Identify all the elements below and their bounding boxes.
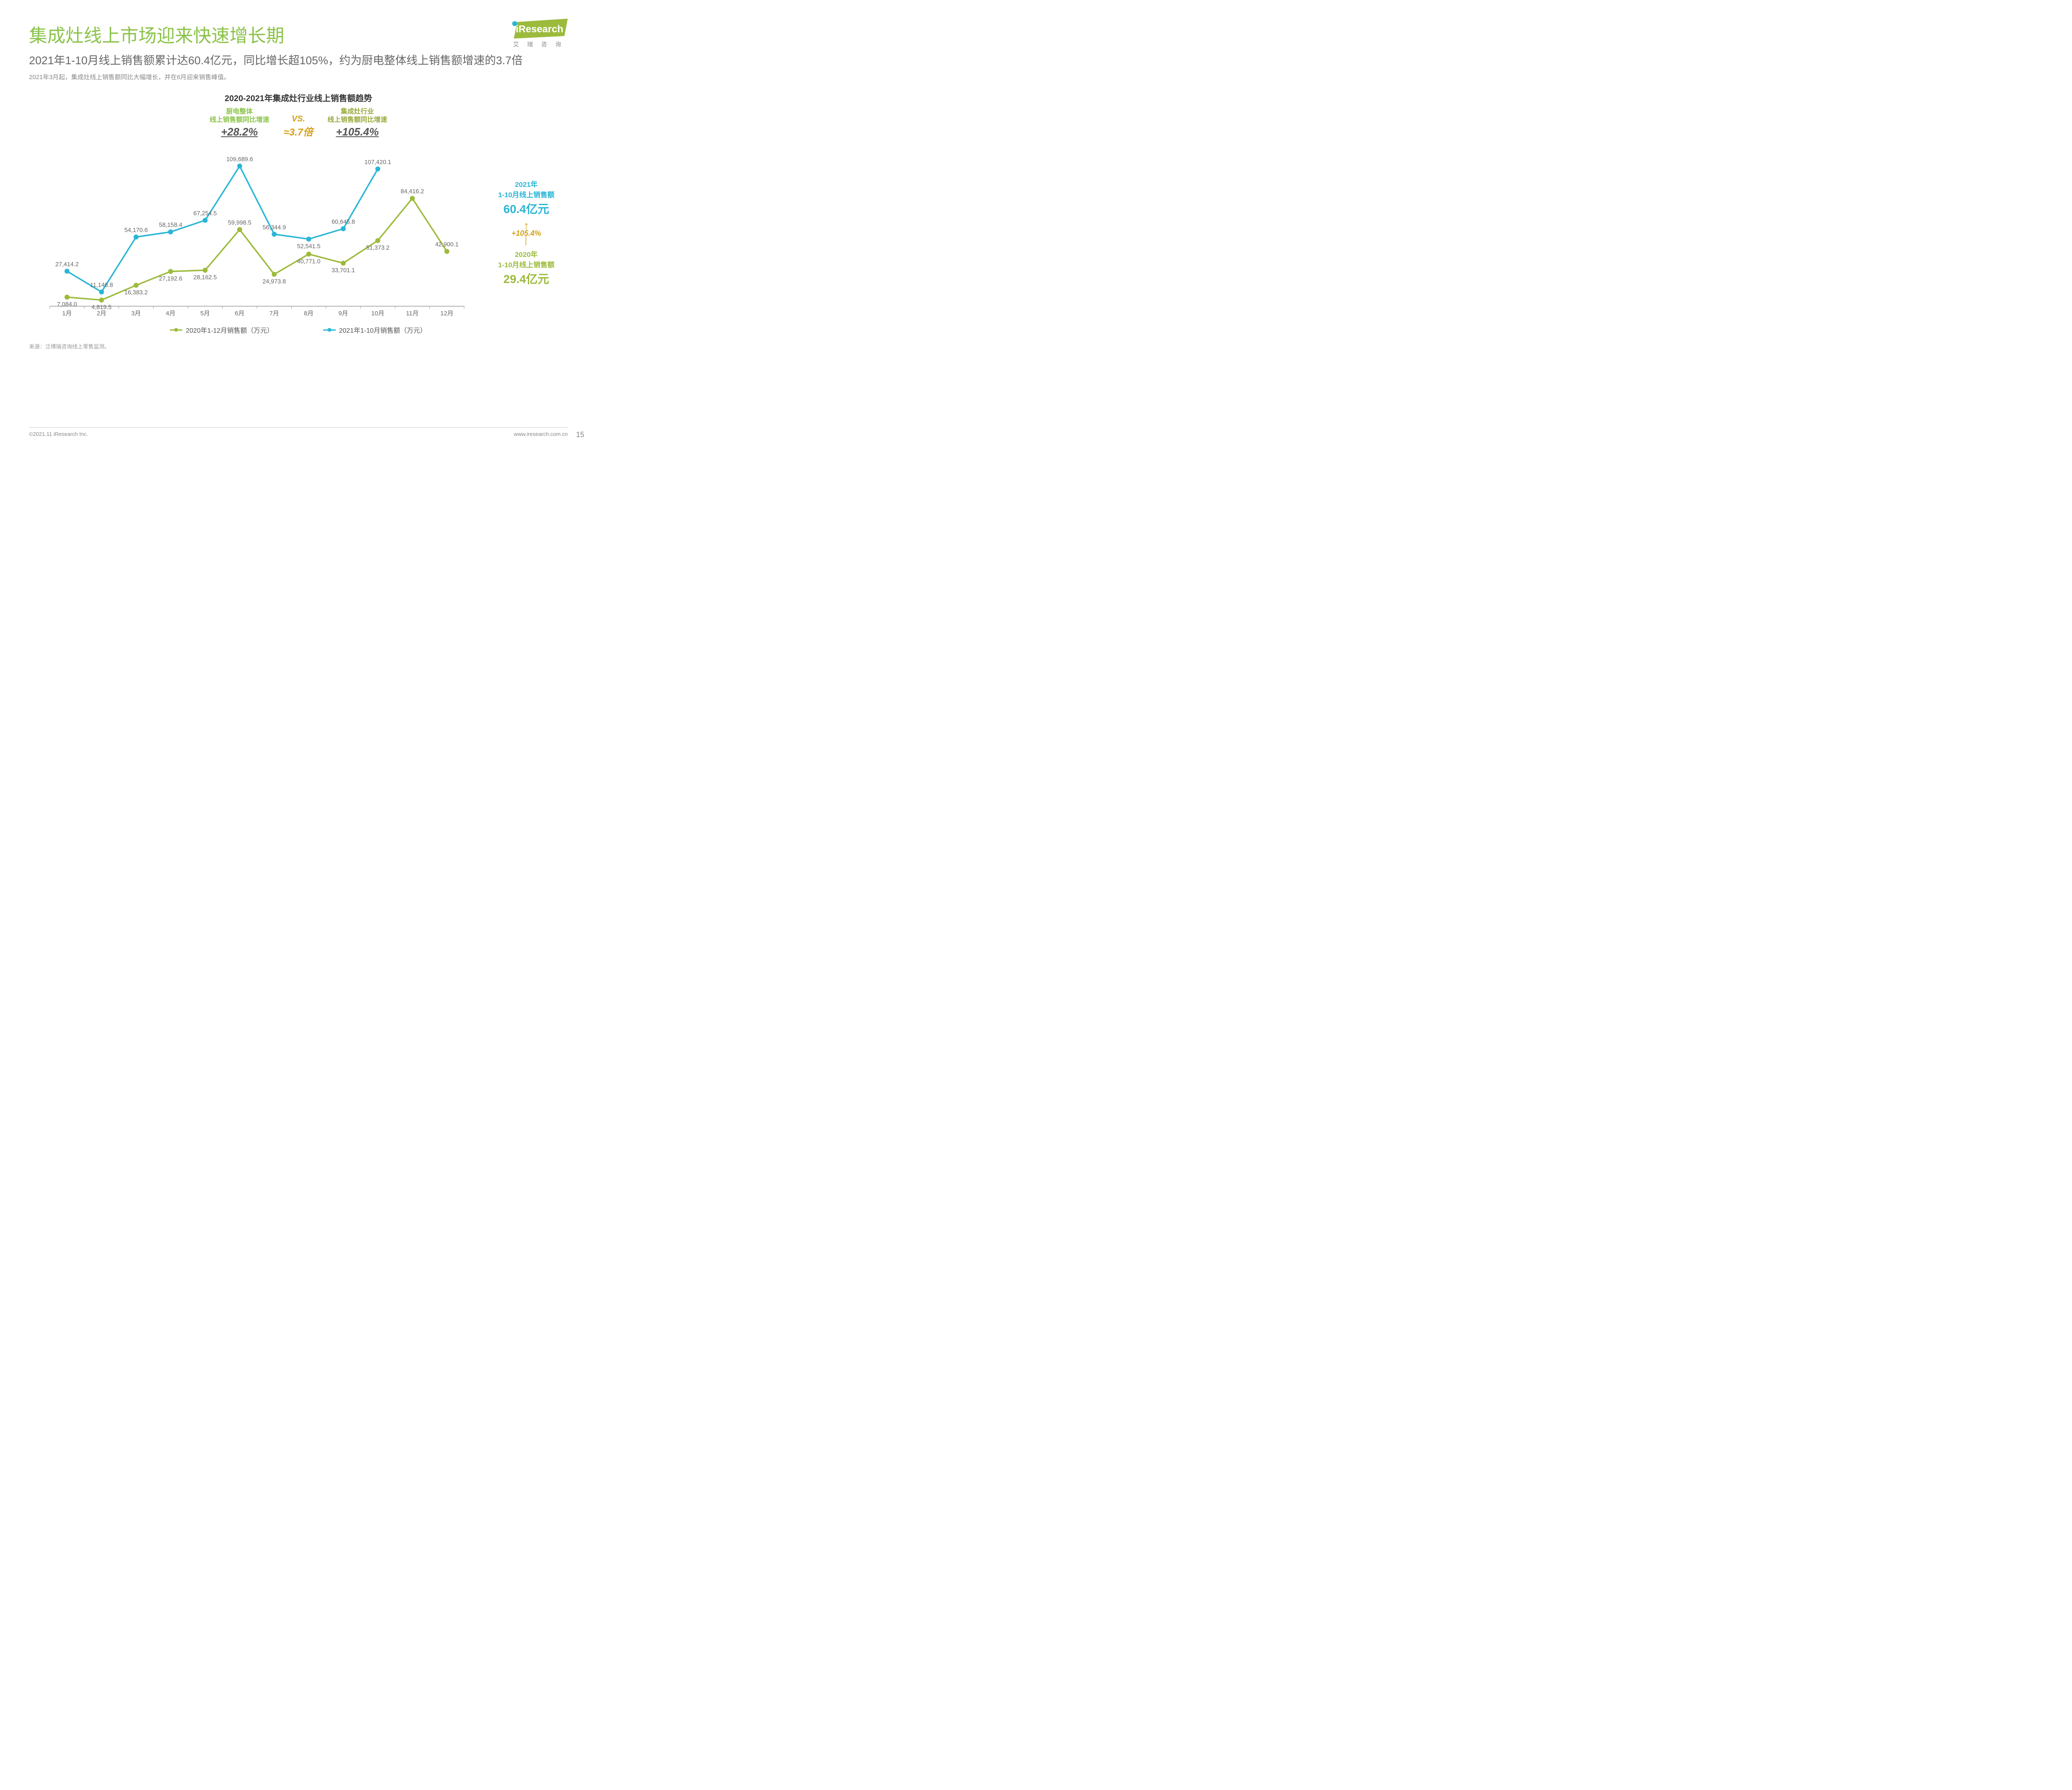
page-note: 2021年3月起，集成灶线上销售额同比大幅增长，并在6月迎来销售峰值。 [29, 73, 568, 81]
svg-text:58,158.4: 58,158.4 [159, 222, 182, 229]
svg-text:28,162.5: 28,162.5 [194, 274, 217, 281]
logo-mark: iResearch [510, 19, 568, 39]
summary-arrow: ↑ +105.4% │ [511, 223, 541, 243]
svg-text:107,420.1: 107,420.1 [364, 159, 391, 166]
summary-2020-year: 2020年 [498, 249, 554, 259]
svg-text:52,541.5: 52,541.5 [297, 243, 320, 250]
source-note: 来源：泛博瑞咨询线上零售监测。 [29, 342, 568, 350]
summary-2021-year: 2021年 [498, 179, 554, 189]
arrow-up-icon: ↑ [511, 223, 541, 230]
svg-text:2月: 2月 [97, 310, 106, 317]
svg-text:60,645.8: 60,645.8 [332, 219, 355, 225]
legend-2021: 2021年1-10月销售额（万元） [323, 325, 427, 335]
footer-url: www.iresearch.com.cn [514, 431, 568, 437]
page-footer: ©2021.11 iResearch Inc. www.iresearch.co… [29, 427, 568, 437]
multiplier-label: ≈3.7倍 [284, 124, 313, 138]
svg-text:10月: 10月 [371, 310, 385, 317]
legend-2021-label: 2021年1-10月销售额（万元） [339, 325, 427, 335]
svg-text:9月: 9月 [339, 310, 348, 317]
summary-2021-value: 60.4亿元 [498, 200, 554, 217]
svg-text:84,416.2: 84,416.2 [401, 189, 424, 195]
compare-left-value: +28.2% [210, 126, 269, 138]
svg-text:11月: 11月 [406, 310, 419, 317]
summary-2020: 2020年 1-10月线上销售额 29.4亿元 [498, 249, 554, 287]
svg-text:16,383.2: 16,383.2 [124, 290, 148, 296]
logo: iResearch 艾 瑞 咨 询 [510, 19, 568, 48]
compare-right-label: 集成灶行业 线上销售额同比增速 [327, 108, 387, 125]
compare-middle: VS. ≈3.7倍 [284, 114, 313, 138]
svg-text:67,254.5: 67,254.5 [194, 210, 217, 217]
svg-text:11,146.8: 11,146.8 [90, 282, 113, 289]
page-number: 15 [576, 431, 584, 439]
svg-text:27,192.6: 27,192.6 [159, 276, 182, 282]
svg-text:6月: 6月 [235, 310, 244, 317]
page-subtitle: 2021年1-10月线上销售额累计达60.4亿元，同比增长超105%，约为厨电整… [29, 52, 568, 69]
compare-right-value: +105.4% [327, 126, 387, 138]
svg-text:59,998.5: 59,998.5 [228, 220, 251, 226]
svg-text:5月: 5月 [200, 310, 210, 317]
compare-left: 厨电整体 线上销售额同比增速 +28.2% [210, 108, 269, 139]
chart-title: 2020-2021年集成灶行业线上销售额趋势 [29, 92, 568, 104]
page-title: 集成灶线上市场迎来快速增长期 [29, 21, 568, 47]
summary-2021: 2021年 1-10月线上销售额 60.4亿元 [498, 179, 554, 217]
svg-text:1月: 1月 [62, 310, 72, 317]
line-chart-svg: 1月 2月 3月 4月 5月 6月 7月 8月 9月 10月 11月 12月 7,084.0 4,819.… [29, 145, 477, 319]
legend-2020-label: 2020年1-12月销售额（万元） [186, 325, 274, 335]
svg-text:56,344.9: 56,344.9 [262, 224, 286, 231]
chart-legend: 2020年1-12月销售额（万元） 2021年1-10月销售额（万元） [29, 325, 568, 335]
svg-text:iResearch: iResearch [516, 24, 564, 35]
svg-text:8月: 8月 [304, 310, 313, 317]
svg-text:3月: 3月 [131, 310, 141, 317]
svg-text:24,973.8: 24,973.8 [262, 278, 286, 285]
compare-left-label: 厨电整体 线上销售额同比增速 [210, 108, 269, 125]
svg-text:12月: 12月 [440, 310, 453, 317]
svg-text:4月: 4月 [166, 310, 175, 317]
svg-text:7月: 7月 [269, 310, 279, 317]
svg-text:7,084.0: 7,084.0 [57, 301, 77, 308]
summary-2020-value: 29.4亿元 [498, 270, 554, 287]
chart-plot: 1月 2月 3月 4月 5月 6月 7月 8月 9月 10月 11月 12月 7,084.0 4,819.… [29, 145, 477, 321]
compare-right: 集成灶行业 线上销售额同比增速 +105.4% [327, 108, 387, 139]
legend-marker-green [170, 329, 182, 331]
arrow-stem-icon: │ [511, 238, 541, 243]
comparison-row: 厨电整体 线上销售额同比增速 +28.2% VS. ≈3.7倍 集成灶行业 线上… [29, 108, 568, 139]
svg-text:42,900.1: 42,900.1 [435, 242, 458, 248]
svg-text:4,819.5: 4,819.5 [92, 304, 111, 311]
logo-subtext: 艾 瑞 咨 询 [510, 40, 568, 48]
svg-text:27,414.2: 27,414.2 [55, 261, 78, 268]
summary-2021-desc: 1-10月线上销售额 [498, 189, 554, 199]
svg-text:54,170.6: 54,170.6 [124, 227, 148, 234]
footer-copyright: ©2021.11 iResearch Inc. [29, 431, 88, 437]
svg-text:51,373.2: 51,373.2 [366, 245, 389, 252]
svg-text:40,771.0: 40,771.0 [297, 258, 320, 265]
summary-sidebar: 2021年 1-10月线上销售额 60.4亿元 ↑ +105.4% │ 2020… [477, 145, 568, 321]
summary-2020-desc: 1-10月线上销售额 [498, 259, 554, 269]
chart-container: 1月 2月 3月 4月 5月 6月 7月 8月 9月 10月 11月 12月 7,084.0 4,819.… [29, 145, 568, 321]
vs-label: VS. [284, 114, 313, 124]
legend-2020: 2020年1-12月销售额（万元） [170, 325, 274, 335]
legend-marker-blue [323, 329, 336, 331]
svg-text:33,701.1: 33,701.1 [332, 267, 355, 274]
svg-text:109,689.6: 109,689.6 [226, 156, 253, 163]
